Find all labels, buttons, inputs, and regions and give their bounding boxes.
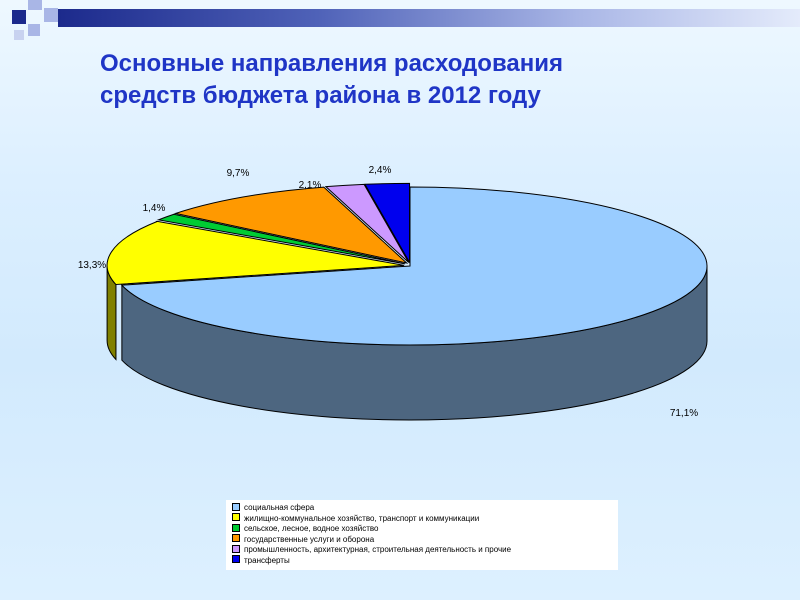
legend-label: трансферты bbox=[244, 555, 290, 565]
data-label-4: 9,7% bbox=[227, 168, 250, 179]
legend-label: сельское, лесное, водное хозяйство bbox=[244, 524, 379, 533]
header-bar bbox=[58, 9, 800, 27]
legend-item: промышленность, архитектурная, строитель… bbox=[232, 544, 618, 556]
pie-slice-4 bbox=[173, 186, 409, 264]
legend-label: промышленность, архитектурная, строитель… bbox=[244, 545, 512, 554]
legend-swatch bbox=[232, 513, 240, 522]
data-label-5: 2,1% bbox=[299, 180, 322, 191]
legend-swatch bbox=[232, 544, 240, 553]
legend-label: государственные услуги и оборона bbox=[244, 534, 375, 544]
legend-label: жилищно-коммунальное хозяйство, транспор… bbox=[244, 513, 480, 523]
title-line-1: Основные направления расходования bbox=[100, 50, 563, 77]
legend-swatch bbox=[232, 523, 240, 532]
pie-slice-5 bbox=[324, 183, 410, 263]
legend-swatch bbox=[232, 502, 240, 511]
legend-item: государственные услуги и оборона bbox=[232, 534, 618, 546]
pie-slice-1 bbox=[120, 186, 708, 346]
legend-item: социальная сфера bbox=[232, 502, 618, 514]
corner-decoration bbox=[0, 0, 60, 50]
slide-title: Основные направления расходования средст… bbox=[100, 48, 700, 112]
legend-item: трансферты bbox=[232, 555, 618, 567]
pie-slice-3 bbox=[156, 213, 406, 265]
data-label-1: 71,1% bbox=[670, 408, 698, 419]
legend-item: сельское, лесное, водное хозяйство bbox=[232, 523, 618, 535]
data-label-6: 2,4% bbox=[369, 165, 392, 176]
legend-item: жилищно-коммунальное хозяйство, транспор… bbox=[232, 513, 618, 525]
pie-slice-6 bbox=[364, 182, 411, 265]
legend-swatch bbox=[232, 534, 240, 543]
chart-legend: социальная сфера жилищно-коммунальное хоз… bbox=[226, 500, 618, 570]
data-label-3: 1,4% bbox=[143, 203, 166, 214]
legend-label: социальная сфера bbox=[244, 503, 315, 512]
pie-slice-2 bbox=[106, 220, 405, 286]
legend-swatch bbox=[232, 555, 240, 564]
data-label-2: 13,3% bbox=[78, 260, 106, 271]
title-line-2: средств бюджета района в 2012 году bbox=[100, 82, 541, 109]
